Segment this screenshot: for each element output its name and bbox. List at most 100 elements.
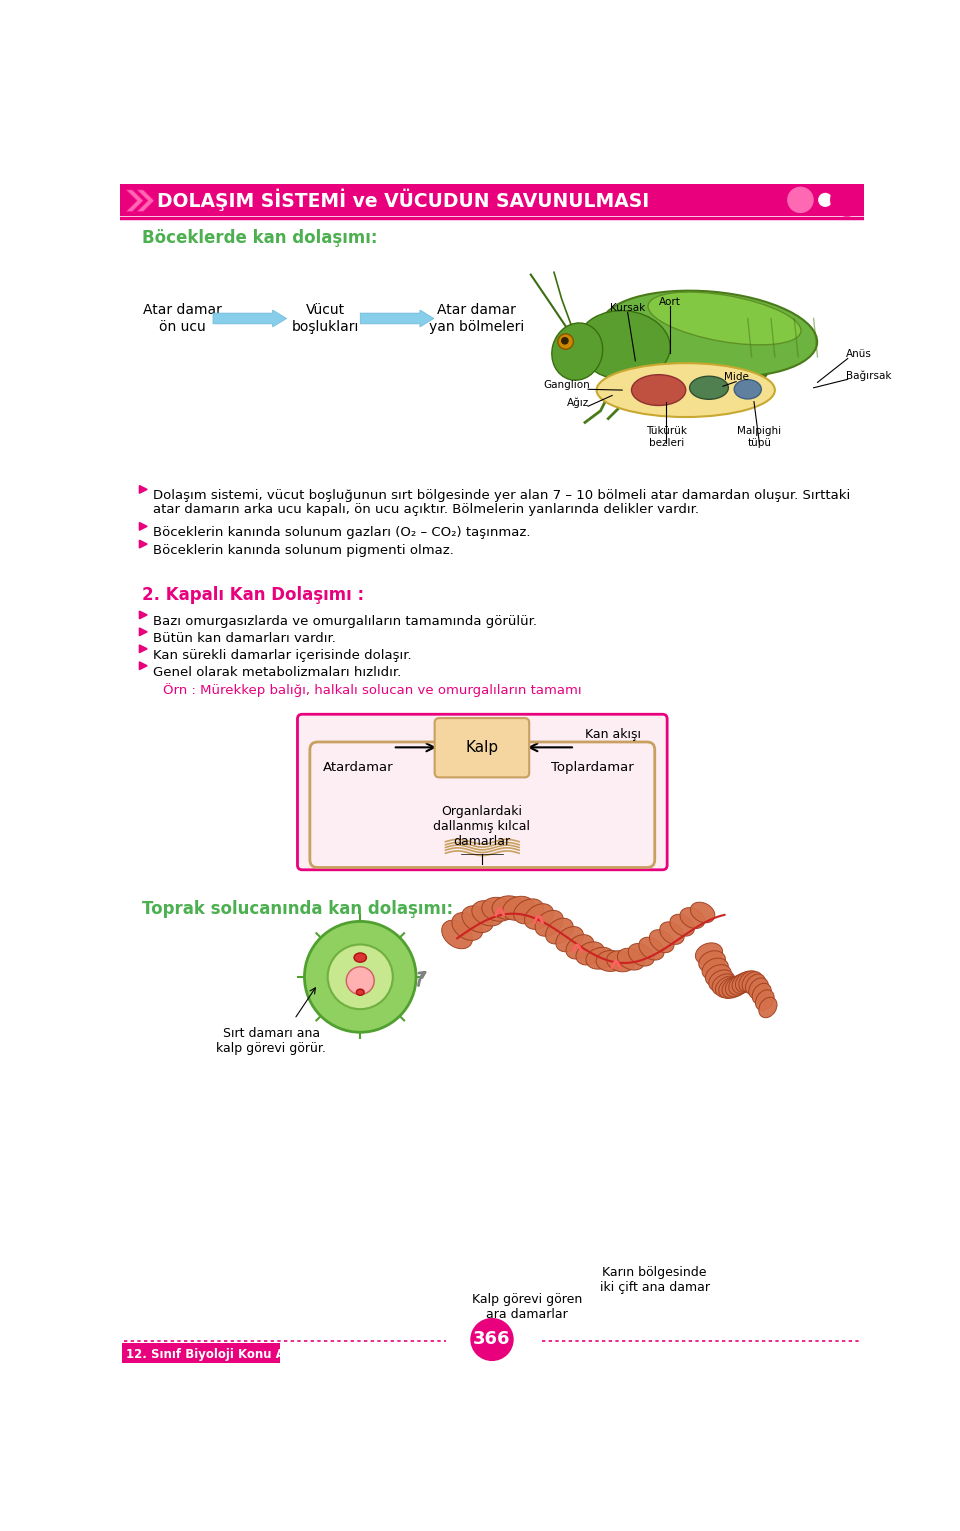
Ellipse shape	[734, 380, 761, 400]
Ellipse shape	[758, 997, 777, 1018]
Ellipse shape	[732, 972, 755, 994]
Ellipse shape	[648, 292, 801, 344]
Ellipse shape	[577, 311, 670, 380]
Text: 12. Sınıf Biyoloji Konu Anlatımı: 12. Sınıf Biyoloji Konu Anlatımı	[126, 1347, 331, 1361]
Text: 366: 366	[473, 1330, 511, 1349]
Text: Toplardamar: Toplardamar	[551, 761, 635, 775]
Ellipse shape	[632, 375, 685, 406]
Ellipse shape	[715, 977, 740, 998]
Text: Malpighi
tüpü: Malpighi tüpü	[737, 426, 781, 449]
Ellipse shape	[756, 991, 774, 1010]
Ellipse shape	[752, 983, 771, 1004]
Circle shape	[817, 191, 834, 208]
Ellipse shape	[535, 911, 564, 937]
Circle shape	[831, 185, 862, 216]
Text: 2. Kapalı Kan Dolaşımı :: 2. Kapalı Kan Dolaşımı :	[142, 586, 364, 603]
Circle shape	[785, 185, 815, 214]
Ellipse shape	[503, 896, 534, 920]
Ellipse shape	[596, 363, 775, 416]
Text: Atar damar
ön ucu: Atar damar ön ucu	[143, 303, 222, 334]
Polygon shape	[139, 540, 147, 548]
Polygon shape	[139, 611, 147, 619]
Circle shape	[470, 1318, 514, 1361]
Ellipse shape	[702, 958, 729, 980]
Text: Böceklerin kanında solunum pigmenti olmaz.: Böceklerin kanında solunum pigmenti olma…	[153, 544, 453, 557]
Ellipse shape	[670, 914, 694, 935]
FancyArrow shape	[360, 309, 434, 328]
Text: Kalp: Kalp	[466, 739, 498, 755]
Circle shape	[327, 945, 393, 1009]
Ellipse shape	[545, 919, 573, 945]
Ellipse shape	[566, 935, 594, 958]
Text: Dolaşım sistemi, vücut boşluğunun sırt bölgesinde yer alan 7 – 10 bölmeli atar d: Dolaşım sistemi, vücut boşluğunun sırt b…	[153, 490, 850, 502]
Ellipse shape	[708, 971, 734, 992]
Ellipse shape	[638, 937, 664, 960]
Polygon shape	[126, 190, 143, 211]
Ellipse shape	[354, 952, 367, 961]
Polygon shape	[139, 485, 147, 493]
Text: Karın bölgesinde
iki çift ana damar: Karın bölgesinde iki çift ana damar	[600, 1266, 709, 1294]
Text: Kan akışı: Kan akışı	[585, 729, 641, 741]
Text: Vücut
boşlukları: Vücut boşlukları	[292, 303, 359, 334]
Polygon shape	[139, 645, 147, 652]
Text: DOLAŞIM SİSTEMİ ve VÜCUDUN SAVUNULMASI: DOLAŞIM SİSTEMİ ve VÜCUDUN SAVUNULMASI	[157, 188, 650, 211]
Ellipse shape	[482, 897, 515, 922]
Text: Genel olarak metabolizmaları hızlıdır.: Genel olarak metabolizmaları hızlıdır.	[153, 666, 401, 678]
Text: Toprak solucanında kan dolaşımı:: Toprak solucanında kan dolaşımı:	[142, 900, 453, 917]
Ellipse shape	[556, 926, 584, 952]
Ellipse shape	[524, 903, 554, 929]
Text: Bağırsak: Bağırsak	[846, 371, 892, 381]
Text: Atardamar: Atardamar	[323, 761, 394, 775]
Ellipse shape	[690, 902, 715, 923]
Ellipse shape	[492, 896, 524, 919]
FancyArrow shape	[213, 309, 287, 328]
FancyBboxPatch shape	[122, 1343, 280, 1363]
Circle shape	[347, 966, 374, 995]
Ellipse shape	[471, 900, 504, 926]
Text: Bazı omurgasızlarda ve omurgalıların tamamında görülür.: Bazı omurgasızlarda ve omurgalıların tam…	[153, 615, 537, 628]
Text: Atar damar
yan bölmeleri: Atar damar yan bölmeleri	[429, 303, 524, 334]
Text: Aort: Aort	[660, 297, 682, 306]
Ellipse shape	[722, 977, 746, 998]
Text: Ganglion: Ganglion	[543, 380, 589, 390]
Ellipse shape	[356, 989, 364, 995]
Text: Tükürük
bezleri: Tükürük bezleri	[646, 426, 686, 449]
Ellipse shape	[680, 908, 705, 928]
Ellipse shape	[706, 965, 732, 986]
Ellipse shape	[596, 951, 625, 971]
Text: Kalp görevi gören
ara damarlar: Kalp görevi gören ara damarlar	[471, 1292, 582, 1321]
Circle shape	[304, 922, 416, 1032]
FancyBboxPatch shape	[435, 718, 529, 778]
Ellipse shape	[628, 943, 655, 966]
Ellipse shape	[726, 975, 749, 997]
Ellipse shape	[729, 974, 752, 995]
Text: Organlardaki
dallanmış kılcal
damarlar: Organlardaki dallanmış kılcal damarlar	[433, 805, 531, 848]
Ellipse shape	[452, 912, 483, 940]
Ellipse shape	[586, 948, 614, 969]
Text: Sırt damarı ana
kalp görevi görür.: Sırt damarı ana kalp görevi görür.	[216, 1027, 326, 1055]
Ellipse shape	[649, 929, 674, 952]
Text: Ağız: Ağız	[567, 397, 589, 407]
Ellipse shape	[660, 922, 684, 945]
Ellipse shape	[689, 377, 729, 400]
Ellipse shape	[746, 974, 765, 995]
Text: atar damarın arka ucu kapalı, ön ucu açıktır. Bölmelerin yanlarında delikler var: atar damarın arka ucu kapalı, ön ucu açı…	[153, 502, 699, 516]
Text: Örn : Mürekkep balığı, halkalı solucan ve omurgalıların tamamı: Örn : Mürekkep balığı, halkalı solucan v…	[162, 683, 581, 697]
Circle shape	[558, 334, 573, 349]
Ellipse shape	[462, 906, 493, 932]
Ellipse shape	[695, 943, 723, 965]
Bar	[120, 184, 864, 216]
Ellipse shape	[514, 899, 543, 923]
Ellipse shape	[442, 920, 472, 949]
Polygon shape	[139, 628, 147, 635]
Ellipse shape	[576, 942, 604, 965]
Ellipse shape	[601, 291, 817, 377]
Polygon shape	[137, 190, 155, 211]
Ellipse shape	[739, 971, 759, 992]
Ellipse shape	[699, 951, 726, 972]
Ellipse shape	[742, 972, 762, 992]
Polygon shape	[139, 522, 147, 530]
Polygon shape	[139, 661, 147, 669]
Ellipse shape	[719, 977, 743, 998]
Ellipse shape	[749, 978, 768, 998]
